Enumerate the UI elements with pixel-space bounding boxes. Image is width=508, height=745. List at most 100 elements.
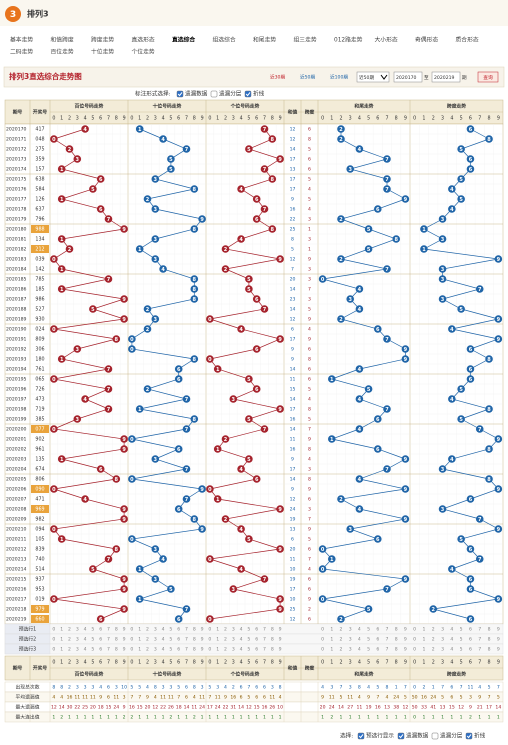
preselect-digit[interactable]: 6 [376, 637, 379, 643]
preselect-digit[interactable]: 2 [146, 647, 149, 653]
preselect-digit[interactable]: 3 [76, 637, 79, 643]
preselect-digit[interactable]: 0 [208, 637, 211, 643]
period-link[interactable]: 近30期 [270, 74, 285, 81]
preselect-digit[interactable]: 5 [91, 637, 94, 643]
nav-tab[interactable]: 012路走势 [334, 36, 363, 44]
nav-tab[interactable]: 质合形态 [456, 36, 479, 44]
nav-tab[interactable]: 直选综合 [172, 36, 195, 44]
preselect-digit[interactable]: 6 [177, 627, 180, 633]
preselect-digit[interactable]: 6 [255, 637, 258, 643]
preselect-digit[interactable]: 8 [193, 627, 196, 633]
preselect-digit[interactable]: 4 [84, 637, 87, 643]
preselect-digit[interactable]: 5 [247, 637, 250, 643]
preselect-digit[interactable]: 2 [224, 627, 227, 633]
preselect-digit[interactable]: 6 [469, 627, 472, 633]
preselect-digit[interactable]: 6 [469, 637, 472, 643]
preselect-digit[interactable]: 2 [68, 637, 71, 643]
preselect-digit[interactable]: 4 [162, 647, 165, 653]
preselect-digit[interactable]: 8 [115, 627, 118, 633]
checkbox-label[interactable]: 预选行显示 [366, 732, 394, 740]
preselect-digit[interactable]: 4 [358, 637, 361, 643]
preselect-digit[interactable]: 1 [216, 637, 219, 643]
checkbox-label[interactable]: 遗漏分层 [440, 732, 463, 740]
nav-tab[interactable]: 和尾走势 [253, 36, 276, 44]
preselect-digit[interactable]: 3 [232, 647, 235, 653]
query-text[interactable]: 查询 [483, 74, 493, 81]
preselect-digit[interactable]: 1 [330, 627, 333, 633]
preselect-digit[interactable]: 8 [488, 647, 491, 653]
preselect-digit[interactable]: 5 [247, 647, 250, 653]
preselect-digit[interactable]: 8 [271, 647, 274, 653]
preselect-digit[interactable]: 9 [279, 647, 282, 653]
preselect-digit[interactable]: 3 [441, 647, 444, 653]
preselect-digit[interactable]: 2 [68, 647, 71, 653]
preselect-digit[interactable]: 4 [450, 637, 453, 643]
preselect-digit[interactable]: 6 [255, 647, 258, 653]
preselect-digit[interactable]: 6 [376, 627, 379, 633]
preselect-digit[interactable]: 0 [130, 647, 133, 653]
preselect-digit[interactable]: 8 [271, 637, 274, 643]
checkbox[interactable] [176, 90, 184, 98]
preselect-digit[interactable]: 8 [395, 637, 398, 643]
preselect-digit[interactable]: 6 [177, 637, 180, 643]
preselect-digit[interactable]: 8 [488, 637, 491, 643]
preselect-digit[interactable]: 4 [358, 647, 361, 653]
nav-tab[interactable]: 直选形态 [132, 36, 155, 44]
checkbox[interactable] [210, 90, 218, 98]
preselect-digit[interactable]: 5 [247, 627, 250, 633]
preselect-digit[interactable]: 2 [146, 627, 149, 633]
preselect-digit[interactable]: 4 [240, 627, 243, 633]
preselect-digit[interactable]: 2 [340, 647, 343, 653]
preselect-digit[interactable]: 0 [208, 627, 211, 633]
checkbox-label[interactable]: 遗漏数据 [406, 732, 429, 740]
checkbox-label[interactable]: 折线 [474, 732, 486, 740]
checkbox[interactable] [431, 732, 439, 740]
period-link[interactable]: 近50期 [300, 74, 315, 81]
preselect-digit[interactable]: 0 [52, 627, 55, 633]
preselect-digit[interactable]: 2 [340, 627, 343, 633]
preselect-digit[interactable]: 3 [349, 647, 352, 653]
preselect-digit[interactable]: 5 [367, 627, 370, 633]
preselect-digit[interactable]: 4 [240, 647, 243, 653]
preselect-digit[interactable]: 0 [130, 627, 133, 633]
preselect-digit[interactable]: 9 [201, 637, 204, 643]
preselect-digit[interactable]: 9 [201, 627, 204, 633]
to-input[interactable] [431, 71, 461, 83]
preselect-digit[interactable]: 6 [99, 637, 102, 643]
preselect-digit[interactable]: 1 [330, 637, 333, 643]
checkbox-label[interactable]: 遗漏数据 [185, 90, 208, 98]
preselect-digit[interactable]: 9 [279, 627, 282, 633]
preselect-digit[interactable]: 5 [460, 647, 463, 653]
preselect-digit[interactable]: 4 [450, 647, 453, 653]
preselect-digit[interactable]: 3 [76, 627, 79, 633]
preselect-digit[interactable]: 9 [497, 627, 500, 633]
nav-tab[interactable]: 跨度走势 [91, 36, 114, 44]
preselect-digit[interactable]: 4 [84, 627, 87, 633]
preselect-digit[interactable]: 8 [488, 627, 491, 633]
nav-tab[interactable]: 大小形态 [375, 36, 398, 44]
preselect-digit[interactable]: 7 [386, 647, 389, 653]
preselect-digit[interactable]: 2 [432, 637, 435, 643]
preselect-digit[interactable]: 7 [263, 647, 266, 653]
preselect-digit[interactable]: 0 [413, 647, 416, 653]
preselect-digit[interactable]: 7 [386, 627, 389, 633]
preselect-digit[interactable]: 8 [193, 637, 196, 643]
preselect-digit[interactable]: 9 [404, 647, 407, 653]
preselect-digit[interactable]: 3 [441, 637, 444, 643]
preselect-digit[interactable]: 1 [422, 627, 425, 633]
preselect-digit[interactable]: 1 [60, 637, 63, 643]
nav-tab[interactable]: 和值跨度 [51, 36, 74, 44]
nav-tab[interactable]: 组选综合 [213, 36, 236, 44]
preselect-digit[interactable]: 1 [216, 647, 219, 653]
nav-tab[interactable]: 个位走势 [132, 48, 155, 56]
preselect-digit[interactable]: 1 [422, 647, 425, 653]
nav-tab[interactable]: 百位走势 [51, 48, 74, 56]
preselect-digit[interactable]: 6 [469, 647, 472, 653]
preselect-digit[interactable]: 6 [99, 627, 102, 633]
preselect-digit[interactable]: 1 [216, 627, 219, 633]
preselect-digit[interactable]: 9 [404, 627, 407, 633]
preselect-digit[interactable]: 5 [460, 637, 463, 643]
preselect-digit[interactable]: 3 [154, 647, 157, 653]
preselect-digit[interactable]: 7 [185, 627, 188, 633]
preselect-digit[interactable]: 4 [240, 637, 243, 643]
